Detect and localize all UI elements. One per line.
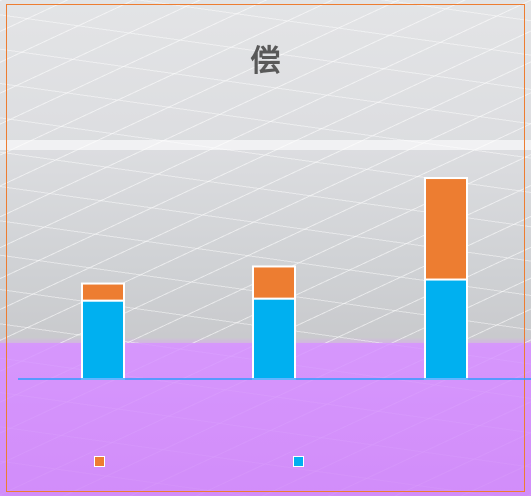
bar-group (81, 177, 468, 380)
chart-border (6, 4, 525, 492)
bar-series-1-category-1 (81, 299, 125, 380)
bar-series-2-category-3 (424, 177, 468, 281)
panel-frame-band (0, 140, 531, 150)
bar-series-2-category-2 (252, 265, 296, 300)
legend (0, 456, 531, 472)
chart-title: 偿 (250, 45, 281, 78)
bar-series-2-category-1 (81, 282, 125, 302)
bar-series-1-category-3 (424, 278, 468, 380)
legend-entry-series-1 (293, 456, 310, 467)
legend-swatch-series-2 (94, 456, 105, 467)
legend-swatch-series-1 (293, 456, 304, 467)
bar-series-1-category-2 (252, 297, 296, 380)
legend-entry-series-2 (94, 456, 111, 467)
